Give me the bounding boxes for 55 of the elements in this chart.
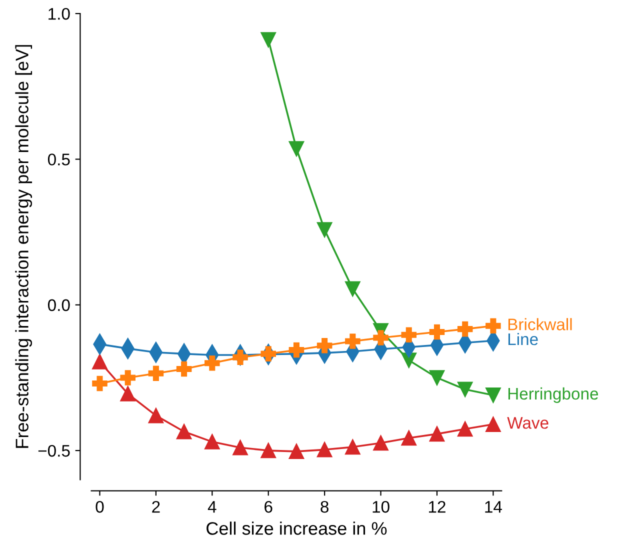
x-tick-label: 8 — [320, 500, 328, 513]
point — [232, 350, 248, 365]
x-tick-label: 6 — [264, 500, 272, 513]
point — [373, 330, 388, 346]
point — [373, 435, 388, 451]
y-axis-title: Free-standing interaction energy per molecule [eV] — [15, 45, 32, 448]
point — [457, 382, 473, 397]
point — [486, 416, 501, 432]
point — [429, 324, 445, 340]
point — [176, 424, 192, 440]
point — [486, 318, 501, 334]
point — [429, 370, 445, 386]
point — [345, 281, 360, 296]
point — [204, 434, 220, 450]
point — [457, 321, 473, 337]
point — [260, 442, 276, 458]
y-tick-label: −0.5 — [38, 444, 70, 457]
point — [457, 421, 473, 437]
point — [92, 376, 108, 392]
point — [429, 426, 445, 442]
x-tick-label: 4 — [208, 501, 216, 513]
point — [92, 354, 108, 370]
series-label: Brickwall — [508, 318, 572, 330]
point — [120, 386, 136, 402]
point — [316, 222, 332, 238]
series-label: Herringbone — [508, 387, 598, 403]
point — [401, 327, 417, 343]
point — [401, 430, 417, 446]
point — [176, 361, 192, 377]
x-tick-label: 2 — [152, 500, 160, 513]
point — [288, 444, 304, 460]
point — [288, 141, 304, 156]
point — [486, 388, 501, 403]
point — [232, 440, 248, 456]
point — [345, 334, 360, 349]
point — [260, 346, 276, 362]
point — [316, 442, 332, 458]
x-axis-title: Cell size increase in % — [206, 522, 387, 535]
y-tick-label: 1.0 — [48, 8, 70, 20]
point — [345, 439, 360, 455]
point — [316, 338, 332, 354]
point — [260, 32, 276, 48]
x-tick-label: 14 — [485, 501, 502, 513]
point — [204, 356, 220, 371]
point — [148, 408, 164, 424]
point — [148, 366, 164, 381]
series-label: Wave — [507, 417, 548, 429]
y-tick-label: 0.5 — [48, 154, 70, 166]
point — [120, 370, 136, 386]
y-tick-label: 0.0 — [48, 299, 70, 312]
x-tick-label: 10 — [372, 500, 390, 513]
series-label: Line — [508, 332, 538, 346]
x-tick-label: 0 — [96, 500, 104, 513]
point — [288, 342, 304, 358]
x-tick-label: 12 — [428, 500, 446, 513]
